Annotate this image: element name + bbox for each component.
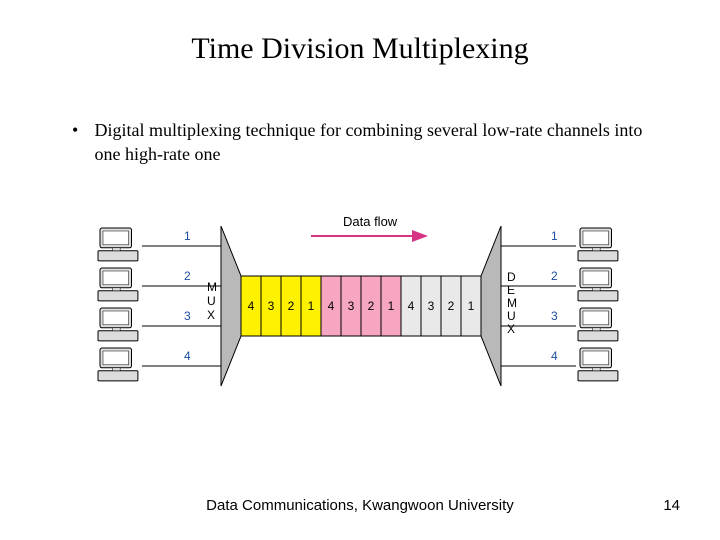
left-channel-label: 4 bbox=[184, 349, 191, 363]
page-number: 14 bbox=[663, 497, 680, 514]
time-slot-label: 4 bbox=[328, 299, 335, 313]
time-slot-label: 3 bbox=[428, 299, 435, 313]
demux-label: D bbox=[507, 270, 516, 284]
mux-label: X bbox=[207, 308, 215, 322]
mux-block bbox=[221, 226, 241, 386]
bullet-text: Digital multiplexing technique for combi… bbox=[95, 118, 650, 167]
footer-text: Data Communications, Kwangwoon Universit… bbox=[0, 497, 720, 514]
demux-label: M bbox=[507, 296, 517, 310]
time-slot-label: 1 bbox=[308, 299, 315, 313]
right-channel-label: 2 bbox=[551, 269, 558, 283]
left-channel-label: 1 bbox=[184, 229, 191, 243]
time-slot-label: 3 bbox=[268, 299, 275, 313]
time-slot-label: 3 bbox=[348, 299, 355, 313]
time-slot-label: 2 bbox=[288, 299, 295, 313]
tdm-diagram: 12341234MUXDEMUXData flow432143214321 bbox=[96, 196, 626, 406]
left-channel-label: 2 bbox=[184, 269, 191, 283]
time-slot-label: 2 bbox=[368, 299, 375, 313]
demux-label: U bbox=[507, 309, 516, 323]
right-channel-label: 1 bbox=[551, 229, 558, 243]
time-slot-label: 1 bbox=[468, 299, 475, 313]
time-slot-label: 4 bbox=[248, 299, 255, 313]
demux-block bbox=[481, 226, 501, 386]
data-flow-label: Data flow bbox=[343, 214, 398, 229]
time-slot-label: 1 bbox=[388, 299, 395, 313]
time-slot-label: 4 bbox=[408, 299, 415, 313]
bullet-marker: • bbox=[72, 118, 90, 142]
right-channel-label: 4 bbox=[551, 349, 558, 363]
left-channel-label: 3 bbox=[184, 309, 191, 323]
demux-label: E bbox=[507, 283, 515, 297]
mux-label: M bbox=[207, 280, 217, 294]
demux-label: X bbox=[507, 322, 515, 336]
time-slot-label: 2 bbox=[448, 299, 455, 313]
page-title: Time Division Multiplexing bbox=[0, 32, 720, 66]
right-channel-label: 3 bbox=[551, 309, 558, 323]
mux-label: U bbox=[207, 294, 216, 308]
bullet-item: • Digital multiplexing technique for com… bbox=[72, 118, 652, 167]
